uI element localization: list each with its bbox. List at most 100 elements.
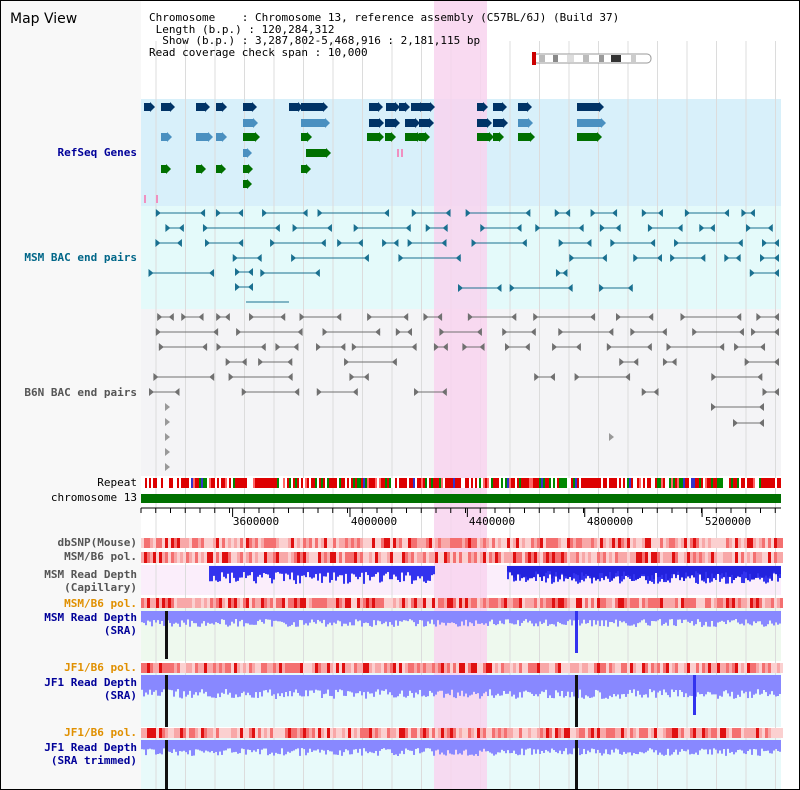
msm-b6-pol-label-2[interactable]: MSM/B6 pol. (64, 597, 137, 610)
jf1-b6-pol-cell (660, 728, 663, 738)
repeat-element (249, 478, 251, 488)
msm-sra-bar (263, 611, 265, 624)
repeat-element (395, 478, 397, 488)
gene-feature (405, 133, 417, 141)
dbsnp-cell (417, 538, 420, 548)
jf1-b6-pol-label-1[interactable]: JF1/B6 pol. (64, 661, 137, 674)
msm-b6-pol-cell (678, 552, 681, 563)
jf1-trimmed-bar (345, 740, 347, 750)
jf1-trimmed-bar (485, 740, 487, 752)
msm-b6-pol-cell (165, 598, 168, 608)
jf1-sra-bar (405, 675, 407, 698)
jf1-b6-pol-cell (732, 728, 735, 738)
jf1-trimmed-bar (395, 740, 397, 755)
gene-feature (243, 165, 248, 173)
read-end-marker (262, 209, 268, 217)
msm-b6-pol-cell (600, 598, 603, 608)
repeat-element (555, 478, 557, 488)
msm-capillary-bar (339, 566, 341, 576)
jf1-trimmed-bar (539, 740, 541, 754)
dbsnp-cell (213, 538, 216, 548)
jf1-b6-pol-cell (543, 728, 546, 738)
msm-depth-capillary-label[interactable]: MSM Read Depth (44, 568, 137, 581)
read-end-marker (155, 328, 161, 336)
jf1-sra-bar (685, 675, 687, 694)
repeat-element (713, 478, 715, 488)
gene-feature (386, 103, 395, 111)
jf1-trimmed-bar (471, 740, 473, 755)
jf1-trimmed-bar (623, 740, 625, 752)
msm-sra-bar (587, 611, 589, 624)
repeat-element (643, 478, 645, 488)
jf1-sra-bar (669, 675, 671, 698)
msm-capillary-bar (549, 566, 551, 572)
jf1-trimmed-bar (689, 740, 691, 755)
jf1-trimmed-bar (653, 740, 655, 753)
jf1-b6-pol-cell (450, 728, 453, 738)
read-end-marker (439, 328, 445, 336)
jf1-trimmed-bar (483, 740, 485, 749)
repeat-element (373, 478, 375, 488)
jf1-trimmed-bar (273, 740, 275, 756)
jf1-trimmed-bar (261, 740, 263, 750)
msm-capillary-bar (739, 566, 741, 578)
jf1-sra-bar (551, 675, 553, 698)
jf1-sra-bar (711, 675, 713, 695)
repeat-element (669, 478, 671, 488)
read-end-marker (661, 328, 667, 336)
jf1-trimmed-bar (197, 740, 199, 750)
jf1-depth-trimmed-label[interactable]: JF1 Read Depth (44, 741, 137, 754)
read-end-marker (657, 209, 663, 217)
repeat-element (769, 478, 771, 488)
msm-sra-bar (431, 611, 433, 620)
read-end-marker (633, 358, 639, 366)
jf1-b6-pol-cell (585, 663, 588, 673)
jf1-trimmed-bar (521, 740, 523, 749)
jf1-trimmed-bar (729, 740, 731, 753)
msm-bac-label[interactable]: MSM BAC end pairs (24, 251, 137, 264)
msm-b6-pol-cell (507, 552, 510, 563)
dbsnp-label[interactable]: dbSNP(Mouse) (57, 536, 137, 549)
jf1-trimmed-bar (307, 740, 309, 753)
jf1-sra-bar (217, 675, 219, 694)
msm-capillary-bar (329, 566, 331, 583)
read-end-marker (609, 433, 614, 441)
repeat-element (259, 478, 261, 488)
msm-b6-pol-cell (357, 598, 360, 608)
jf1-sra-bar (361, 675, 363, 696)
jf1-sra-bar (639, 675, 641, 695)
jf1-trimmed-bar (541, 740, 543, 751)
b6n-bac-label[interactable]: B6N BAC end pairs (24, 386, 137, 399)
msm-sra-bar (281, 611, 283, 622)
jf1-b6-pol-cell (351, 663, 354, 673)
repeat-element (399, 478, 401, 488)
msm-depth-sra-label[interactable]: MSM Read Depth (44, 611, 137, 624)
msm-sra-bar (373, 611, 375, 621)
gene-arrow (483, 102, 488, 112)
msm-b6-pol-label-1[interactable]: MSM/B6 pol. (64, 550, 137, 563)
dbsnp-cell (519, 538, 522, 548)
repeat-element (229, 478, 231, 488)
repeat-element (449, 478, 451, 488)
msm-sra-bar (637, 611, 639, 624)
repeat-element (601, 478, 603, 488)
msm-sra-bar (401, 611, 403, 622)
msm-sra-bar (755, 611, 757, 624)
msm-capillary-bar (243, 566, 245, 573)
jf1-sra-bar (295, 675, 297, 690)
jf1-trimmed-bar (455, 740, 457, 750)
jf1-depth-sra-label[interactable]: JF1 Read Depth (44, 676, 137, 689)
msm-sra-bar (627, 611, 629, 626)
jf1-sra-bar (475, 675, 477, 695)
msm-sra-bar (535, 611, 537, 624)
msm-b6-pol-cell (378, 552, 381, 563)
jf1-b6-pol-label-2[interactable]: JF1/B6 pol. (64, 726, 137, 739)
jf1-b6-pol-cell (348, 663, 351, 673)
jf1-b6-pol-cell (699, 663, 702, 673)
msm-capillary-bar (309, 566, 311, 578)
msm-sra-bar (473, 611, 475, 626)
refseq-genes-label[interactable]: RefSeq Genes (57, 146, 137, 159)
msm-b6-pol-cell (741, 598, 744, 608)
read-end-marker (165, 418, 170, 426)
